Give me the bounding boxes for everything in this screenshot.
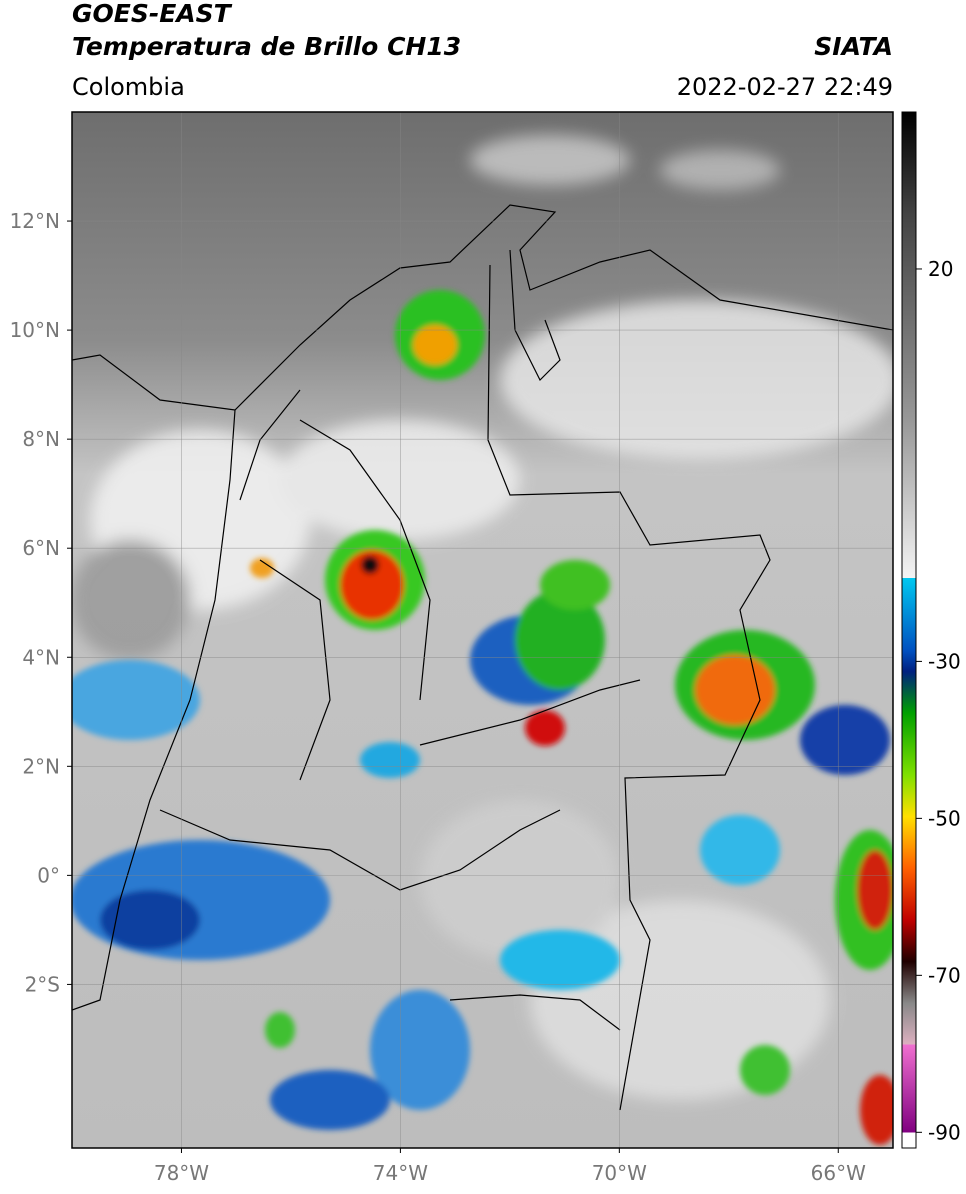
y-tick-label: 8°N (22, 427, 60, 451)
satellite-image (72, 112, 893, 1148)
y-tick-label: 12°N (10, 209, 60, 233)
map-frame (71, 111, 894, 1149)
x-tick-label: 66°W (811, 1161, 866, 1185)
y-tick-label: 2°N (22, 754, 60, 778)
source: SIATA (814, 32, 893, 61)
colorbar-tick-label: 20 (928, 257, 953, 281)
y-tick-label: 0° (37, 863, 60, 887)
graticule (72, 112, 893, 1148)
title: GOES-EAST (72, 0, 233, 28)
y-tick-label: 4°N (22, 645, 60, 669)
colorbar-tick-label: -70 (928, 963, 961, 987)
x-tick-label: 70°W (592, 1161, 647, 1185)
y-tick-label: 6°N (22, 536, 60, 560)
y-tick-label: 10°N (10, 318, 60, 342)
x-tick-label: 78°W (154, 1161, 209, 1185)
colorbar (901, 111, 917, 1149)
y-tick-label: 2°S (25, 972, 60, 996)
datetime: 2022-02-27 22:49 (677, 73, 893, 101)
colorbar-tick-label: -30 (928, 649, 961, 673)
colorbar-tick-label: -90 (928, 1120, 961, 1144)
x-tick-label: 74°W (373, 1161, 428, 1185)
colorbar-tick-label: -50 (928, 806, 961, 830)
region: Colombia (72, 73, 185, 101)
subtitle: Temperatura de Brillo CH13 (72, 32, 461, 61)
